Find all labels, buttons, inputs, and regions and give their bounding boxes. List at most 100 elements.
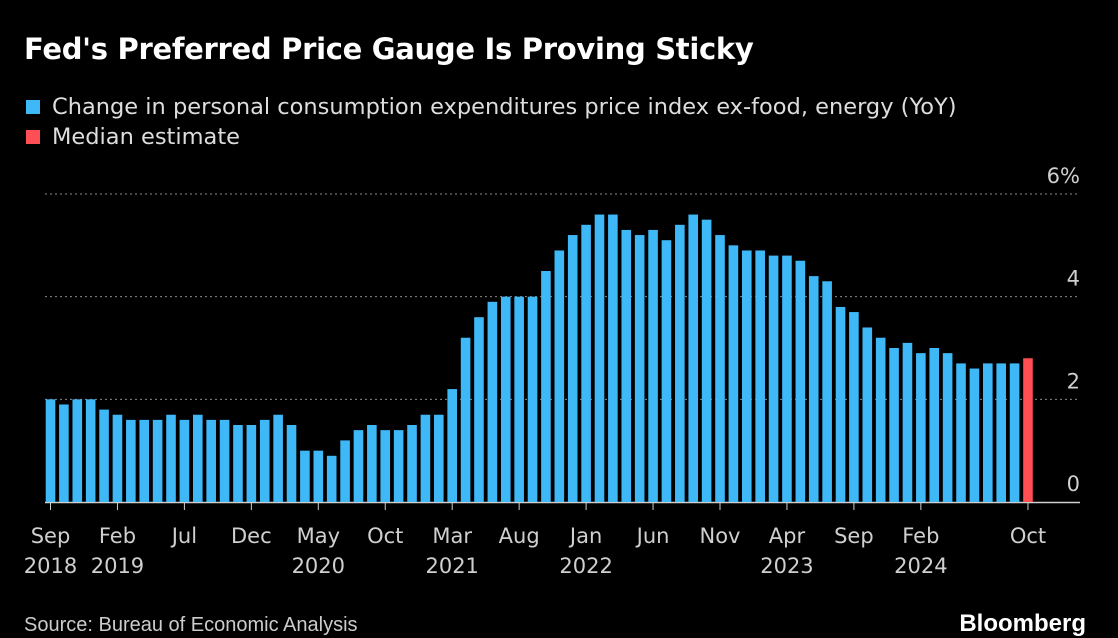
bar-core-pce	[447, 389, 457, 502]
bar-core-pce	[581, 224, 591, 503]
bar-core-pce	[434, 414, 444, 502]
bar-core-pce	[380, 430, 391, 502]
x-tick-label: Apr	[769, 524, 806, 548]
x-tick-label: Jun	[635, 524, 670, 548]
x-tick-label: Mar	[432, 524, 472, 548]
bar-core-pce	[192, 414, 203, 502]
bar-core-pce	[45, 399, 56, 502]
y-tick-label: 0	[1067, 472, 1080, 496]
bar-core-pce	[233, 425, 243, 502]
chart-title: Fed's Preferred Price Gauge Is Proving S…	[24, 32, 754, 66]
bar-core-pce	[99, 409, 109, 502]
bar-core-pce	[59, 404, 69, 502]
x-tick-year-label: 2018	[24, 554, 77, 578]
bar-core-pce	[300, 450, 310, 502]
bar-core-pce	[420, 414, 431, 502]
bar-core-pce	[675, 224, 685, 503]
bar-core-pce	[460, 337, 471, 502]
bar-core-pce	[179, 419, 190, 502]
bar-core-pce	[661, 240, 672, 502]
bar-core-pce	[862, 327, 873, 502]
bar-core-pce	[166, 414, 176, 502]
bar-core-pce	[822, 281, 832, 502]
bar-core-pce	[715, 235, 725, 503]
bar-core-pce	[621, 229, 632, 502]
bar-core-pce	[835, 306, 846, 502]
bar-core-pce	[487, 301, 498, 502]
bloomberg-logo: Bloomberg	[959, 610, 1086, 637]
bar-core-pce	[768, 255, 779, 502]
bar-core-pce	[273, 414, 283, 502]
x-tick-label: Oct	[1010, 524, 1046, 548]
bar-core-pce	[741, 250, 752, 502]
bar-core-pce	[567, 235, 578, 503]
bar-core-pce	[648, 229, 658, 502]
bar-core-pce	[929, 348, 940, 502]
bar-core-pce	[956, 363, 966, 502]
bar-core-pce	[608, 214, 618, 503]
bar-core-pce	[889, 348, 899, 502]
bar-core-pce	[916, 353, 926, 502]
bar-core-pce	[286, 425, 297, 502]
x-tick-label: Feb	[99, 524, 136, 548]
bar-core-pce	[942, 353, 953, 502]
bar-core-pce	[219, 419, 230, 502]
bar-core-pce	[259, 419, 270, 502]
x-tick-label: Sep	[834, 524, 874, 548]
x-tick-label: Jul	[170, 524, 197, 548]
bar-core-pce	[969, 368, 980, 502]
bar-core-pce	[326, 455, 337, 502]
bar-core-pce	[755, 250, 765, 502]
y-tick-label: 2	[1067, 369, 1080, 393]
bar-core-pce	[782, 255, 792, 502]
x-tick-year-label: 2022	[559, 554, 612, 578]
bar-core-pce	[126, 419, 136, 502]
bar-core-pce	[902, 342, 913, 502]
x-tick-label: Sep	[31, 524, 71, 548]
bar-core-pce	[353, 430, 364, 502]
bar-core-pce	[206, 419, 216, 502]
bar-core-pce	[541, 271, 551, 502]
bar-core-pce	[701, 219, 712, 502]
legend-label-core-pce: Change in personal consumption expenditu…	[52, 94, 957, 120]
bar-core-pce	[313, 450, 324, 502]
bar-core-pce	[688, 214, 699, 503]
x-tick-label: Nov	[700, 524, 741, 548]
bar-core-pce	[500, 296, 511, 502]
bar-core-pce	[808, 276, 819, 502]
bar-median-estimate	[1023, 358, 1033, 502]
legend-label-median-estimate: Median estimate	[52, 124, 240, 150]
x-tick-label: May	[297, 524, 340, 548]
legend-item-core-pce: Change in personal consumption expenditu…	[26, 94, 957, 120]
bar-core-pce	[112, 414, 123, 502]
bar-core-pce	[367, 425, 377, 502]
bar-core-pce	[849, 312, 859, 502]
bar-core-pce	[527, 296, 538, 502]
bar-core-pce	[139, 419, 150, 502]
x-tick-year-label: 2024	[894, 554, 947, 578]
x-tick-label: Aug	[499, 524, 540, 548]
bar-core-pce	[554, 250, 565, 502]
bar-core-pce	[246, 425, 257, 502]
x-tick-year-label: 2020	[292, 554, 345, 578]
bar-core-pce	[407, 425, 417, 502]
x-tick-label: Oct	[367, 524, 403, 548]
bar-core-pce	[1009, 363, 1020, 502]
bar-core-pce	[85, 399, 96, 502]
legend-item-median-estimate: Median estimate	[26, 124, 240, 150]
x-tick-label: Dec	[231, 524, 272, 548]
bar-core-pce	[594, 214, 605, 503]
legend-swatch-blue	[26, 100, 40, 114]
bar-core-pce	[72, 399, 83, 502]
x-tick-label: Feb	[902, 524, 939, 548]
x-tick-year-label: 2019	[91, 554, 144, 578]
bar-core-pce	[634, 235, 645, 503]
source-note: Source: Bureau of Economic Analysis	[24, 614, 358, 636]
bar-core-pce	[340, 440, 350, 502]
legend-swatch-red	[26, 130, 40, 144]
bar-core-pce	[983, 363, 993, 502]
x-tick-label: Jan	[568, 524, 602, 548]
bar-core-pce	[875, 337, 886, 502]
bar-core-pce	[795, 260, 806, 502]
